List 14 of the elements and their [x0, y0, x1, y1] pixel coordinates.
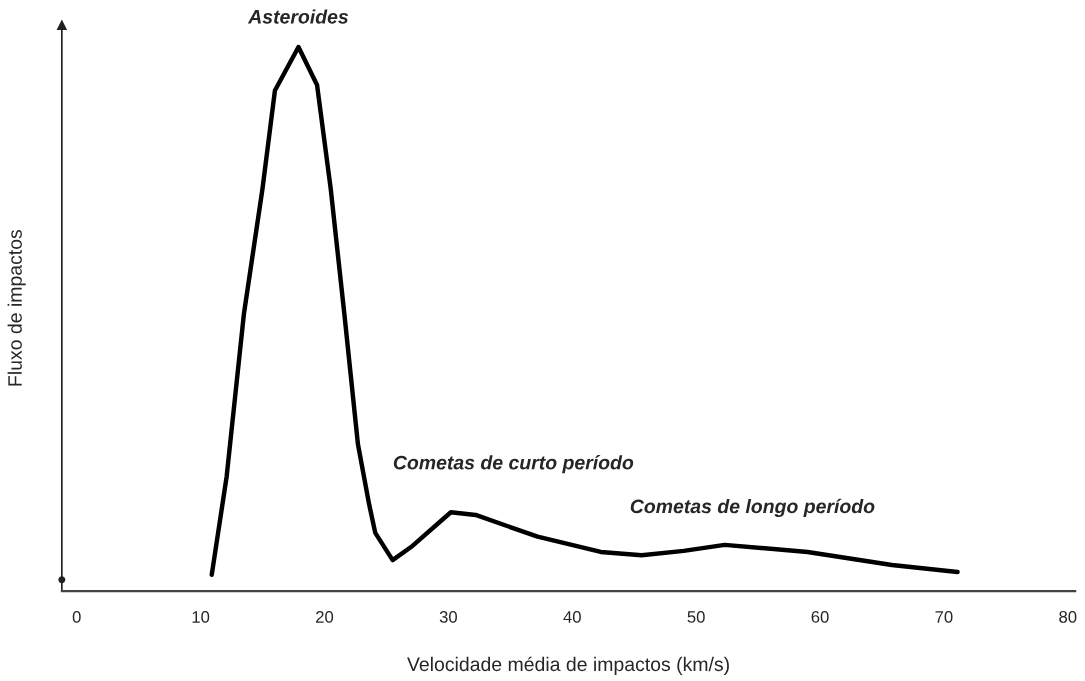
x-tick-label: 30 [439, 610, 457, 623]
annotation: Asteroides [247, 9, 349, 24]
x-tick-label: 0 [72, 610, 81, 623]
y-axis-title: Fluxo de impactos [7, 229, 26, 386]
x-tick-label: 80 [1059, 610, 1077, 623]
x-tick-label: 20 [316, 610, 334, 623]
x-axis-title: Velocidade média de impactos (km/s) [407, 656, 729, 675]
x-tick-label: 60 [811, 610, 829, 623]
x-tick-label: 40 [563, 610, 581, 623]
annotation: Cometas de longo período [630, 498, 875, 518]
annotation: Cometas de curto período [393, 455, 634, 474]
x-tick-label: 50 [687, 610, 705, 623]
x-tick-label: 70 [935, 610, 953, 623]
x-tick-label: 10 [192, 610, 210, 623]
